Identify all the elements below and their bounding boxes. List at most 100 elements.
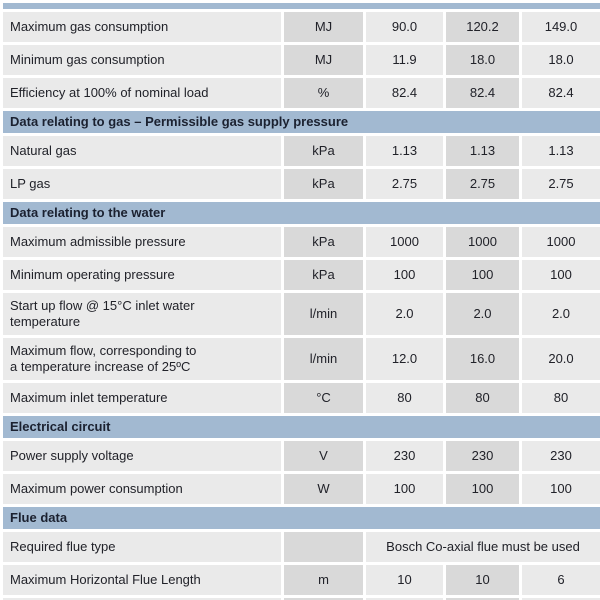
table-row: Natural gas kPa 1.13 1.13 1.13 [3, 136, 600, 166]
spec-label: Minimum gas consumption [3, 45, 281, 75]
value-cell: 100 [522, 474, 600, 504]
unit-cell: kPa [284, 227, 363, 257]
table-row: Required flue type Bosch Co-axial flue m… [3, 532, 600, 562]
table-row: Maximum gas consumption MJ 90.0 120.2 14… [3, 12, 600, 42]
value-cell: 1000 [446, 227, 519, 257]
spec-label: Maximum flow, corresponding to a tempera… [3, 338, 281, 380]
value-cell: 2.75 [366, 169, 443, 199]
value-cell-span: Bosch Co-axial flue must be used [366, 532, 600, 562]
value-cell: 2.75 [446, 169, 519, 199]
value-cell: 100 [446, 260, 519, 290]
table-row: Maximum admissible pressure kPa 1000 100… [3, 227, 600, 257]
value-cell: 2.0 [366, 293, 443, 335]
section-header-row-partial [3, 3, 600, 9]
table-row: Start up flow @ 15°C inlet water tempera… [3, 293, 600, 335]
value-cell: 1.13 [446, 136, 519, 166]
value-cell: 82.4 [446, 78, 519, 108]
value-cell: 1000 [522, 227, 600, 257]
table-row: LP gas kPa 2.75 2.75 2.75 [3, 169, 600, 199]
value-cell: 149.0 [522, 12, 600, 42]
value-cell: 12 [446, 598, 519, 600]
spec-label: Maximum inlet temperature [3, 383, 281, 413]
unit-cell: m [284, 565, 363, 595]
section-header: Flue data [3, 507, 600, 529]
value-cell: 18.0 [446, 45, 519, 75]
value-cell: 100 [366, 260, 443, 290]
value-cell: 10 [366, 565, 443, 595]
value-cell: 18.0 [522, 45, 600, 75]
value-cell: 16.0 [446, 338, 519, 380]
value-cell: 6 [522, 565, 600, 595]
value-cell: 2.0 [446, 293, 519, 335]
section-header-row: Data relating to the water [3, 202, 600, 224]
unit-cell: % [284, 78, 363, 108]
unit-cell [284, 532, 363, 562]
table-row: Minimum gas consumption MJ 11.9 18.0 18.… [3, 45, 600, 75]
section-header-row: Flue data [3, 507, 600, 529]
table-row: Minimum operating pressure kPa 100 100 1… [3, 260, 600, 290]
value-cell: 11.9 [366, 45, 443, 75]
value-cell: 82.4 [366, 78, 443, 108]
value-cell: 12.0 [366, 338, 443, 380]
unit-cell: MJ [284, 45, 363, 75]
value-cell: 90.0 [366, 12, 443, 42]
value-cell: 230 [366, 441, 443, 471]
unit-cell: l/min [284, 338, 363, 380]
unit-cell: MJ [284, 12, 363, 42]
value-cell: 10 [446, 565, 519, 595]
unit-cell: kPa [284, 260, 363, 290]
value-cell: 100 [446, 474, 519, 504]
section-header: Electrical circuit [3, 416, 600, 438]
spec-label: Maximum Horizontal Flue Length [3, 565, 281, 595]
value-cell: 80 [522, 383, 600, 413]
table-row: Efficiency at 100% of nominal load % 82.… [3, 78, 600, 108]
value-cell: 80 [366, 383, 443, 413]
spec-label: Natural gas [3, 136, 281, 166]
value-cell: 12 [366, 598, 443, 600]
value-cell: 1.13 [522, 136, 600, 166]
section-header-row: Data relating to gas – Permissible gas s… [3, 111, 600, 133]
table-row: Maximum flow, corresponding to a tempera… [3, 338, 600, 380]
spec-label: LP gas [3, 169, 281, 199]
table-row: Maximum inlet temperature °C 80 80 80 [3, 383, 600, 413]
spec-label: Minimum operating pressure [3, 260, 281, 290]
table-row: Maximum Vertical Flue Length m 12 12 10 [3, 598, 600, 600]
value-cell: 1.13 [366, 136, 443, 166]
table-row: Power supply voltage V 230 230 230 [3, 441, 600, 471]
table-row: Maximum power consumption W 100 100 100 [3, 474, 600, 504]
unit-cell: l/min [284, 293, 363, 335]
value-cell: 120.2 [446, 12, 519, 42]
value-cell: 100 [366, 474, 443, 504]
spec-label: Required flue type [3, 532, 281, 562]
unit-cell: kPa [284, 169, 363, 199]
unit-cell: V [284, 441, 363, 471]
section-header-partial [3, 3, 600, 9]
spec-label: Power supply voltage [3, 441, 281, 471]
spec-label: Maximum Vertical Flue Length [3, 598, 281, 600]
unit-cell: kPa [284, 136, 363, 166]
section-header: Data relating to the water [3, 202, 600, 224]
section-header: Data relating to gas – Permissible gas s… [3, 111, 600, 133]
unit-cell: W [284, 474, 363, 504]
spec-label: Maximum admissible pressure [3, 227, 281, 257]
value-cell: 2.75 [522, 169, 600, 199]
section-header-row: Electrical circuit [3, 416, 600, 438]
value-cell: 80 [446, 383, 519, 413]
value-cell: 82.4 [522, 78, 600, 108]
value-cell: 1000 [366, 227, 443, 257]
spec-label: Maximum power consumption [3, 474, 281, 504]
unit-cell: m [284, 598, 363, 600]
table-row: Maximum Horizontal Flue Length m 10 10 6 [3, 565, 600, 595]
value-cell: 10 [522, 598, 600, 600]
value-cell: 230 [446, 441, 519, 471]
spec-label: Start up flow @ 15°C inlet water tempera… [3, 293, 281, 335]
value-cell: 230 [522, 441, 600, 471]
value-cell: 100 [522, 260, 600, 290]
value-cell: 2.0 [522, 293, 600, 335]
spec-label: Efficiency at 100% of nominal load [3, 78, 281, 108]
spec-label: Maximum gas consumption [3, 12, 281, 42]
value-cell: 20.0 [522, 338, 600, 380]
unit-cell: °C [284, 383, 363, 413]
